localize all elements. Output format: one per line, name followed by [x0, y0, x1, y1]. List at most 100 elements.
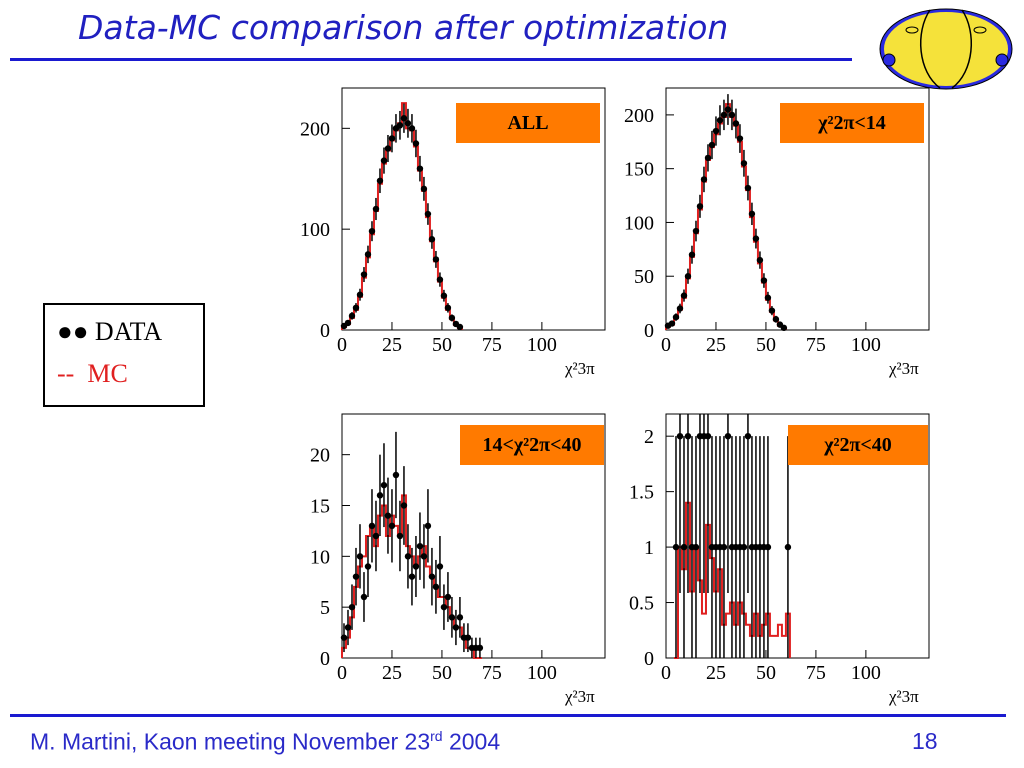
x-tick-label: 100	[851, 662, 881, 684]
x-tick-label: 50	[756, 662, 776, 684]
y-tick-label: 200	[624, 105, 654, 127]
data-point	[376, 492, 384, 499]
data-point	[384, 512, 392, 519]
data-point	[712, 127, 720, 135]
panel-label-all: ALL	[456, 103, 600, 143]
histogram-panel-1: 0 25 50 75 100 0 50 100 150 200 χ²3π	[624, 87, 930, 378]
slide-title: Data-MC comparison after optimization	[78, 8, 729, 47]
data-point	[348, 603, 356, 611]
data-point	[736, 135, 744, 142]
y-tick-label: 10	[310, 546, 330, 568]
y-tick-label: 0	[644, 648, 654, 670]
data-point	[724, 432, 732, 440]
x-tick-label: 25	[706, 334, 726, 356]
data-point	[428, 573, 436, 580]
x-tick-label: 25	[706, 662, 726, 684]
y-tick-label: 1.5	[629, 482, 654, 504]
data-point	[344, 624, 352, 631]
data-point	[692, 543, 700, 551]
panel-label-all-text: ALL	[507, 112, 549, 134]
data-point	[452, 624, 460, 631]
data-point	[780, 324, 788, 332]
data-point	[404, 120, 412, 127]
data-point	[444, 593, 452, 601]
data-point	[384, 145, 392, 152]
data-point	[340, 634, 348, 641]
x-tick-label: 75	[482, 334, 502, 356]
y-tick-label: 100	[624, 212, 654, 234]
data-point	[416, 165, 424, 172]
y-tick-label: 15	[310, 496, 330, 518]
data-point	[728, 111, 736, 119]
data-point	[436, 563, 444, 570]
data-point	[760, 277, 768, 284]
legend-mc-label: MC	[87, 359, 128, 388]
data-point	[740, 543, 748, 551]
x-axis-label: χ²3π	[564, 687, 595, 706]
data-point	[360, 593, 368, 601]
data-point	[372, 532, 380, 540]
data-point	[456, 323, 464, 331]
data-point	[744, 432, 752, 440]
data-point	[392, 471, 400, 479]
x-axis-label: χ²3π	[888, 687, 919, 706]
x-tick-label: 0	[661, 662, 671, 684]
data-point	[772, 316, 780, 323]
data-point	[424, 210, 432, 218]
legend-box: ●● DATA -- MC	[43, 303, 205, 407]
data-point	[352, 304, 360, 312]
y-tick-label: 200	[300, 118, 330, 140]
data-point	[448, 314, 456, 322]
data-point	[752, 235, 760, 242]
data-point	[680, 292, 688, 299]
data-point	[436, 276, 444, 283]
data-point	[380, 157, 388, 164]
data-point	[372, 205, 380, 213]
x-tick-label: 50	[432, 662, 452, 684]
data-point	[396, 122, 404, 129]
data-point	[344, 319, 352, 327]
footer-superscript: rd	[430, 728, 443, 744]
data-point	[432, 583, 440, 591]
data-point	[676, 432, 684, 440]
x-tick-label: 75	[806, 662, 826, 684]
x-tick-label: 100	[527, 334, 557, 356]
data-point	[696, 203, 704, 210]
x-tick-label: 0	[337, 662, 347, 684]
y-tick-label: 50	[634, 266, 654, 288]
data-point	[408, 573, 416, 580]
data-point	[356, 291, 364, 298]
x-tick-label: 75	[806, 334, 826, 356]
data-point	[348, 312, 356, 320]
y-tick-label: 150	[624, 159, 654, 181]
x-tick-label: 25	[382, 662, 402, 684]
x-axis-label: χ²3π	[564, 359, 595, 378]
data-point	[440, 292, 448, 299]
data-point	[672, 543, 680, 551]
data-point	[756, 256, 764, 264]
x-tick-label: 0	[337, 334, 347, 356]
legend-data-marker: ●●	[57, 317, 89, 346]
data-point	[368, 522, 376, 530]
data-point	[688, 251, 696, 258]
data-point	[388, 135, 396, 142]
title-rule	[10, 58, 852, 61]
footer-author: M. Martini, Kaon meeting November 23rd 2…	[30, 728, 500, 756]
legend-mc-marker: --	[57, 359, 75, 388]
data-point	[668, 320, 676, 327]
x-axis-label: χ²3π	[888, 359, 919, 378]
data-point	[364, 251, 372, 258]
data-point	[420, 185, 428, 193]
legend-data-row: ●● DATA	[57, 317, 162, 347]
data-point	[456, 614, 464, 621]
data-point	[404, 553, 412, 560]
data-point	[416, 542, 424, 550]
data-point	[424, 522, 432, 530]
y-tick-label: 0.5	[629, 593, 654, 615]
data-point	[732, 120, 740, 127]
legend-mc-row: -- MC	[57, 359, 128, 389]
data-point	[388, 522, 396, 530]
data-point	[428, 236, 436, 243]
data-point	[396, 532, 404, 540]
